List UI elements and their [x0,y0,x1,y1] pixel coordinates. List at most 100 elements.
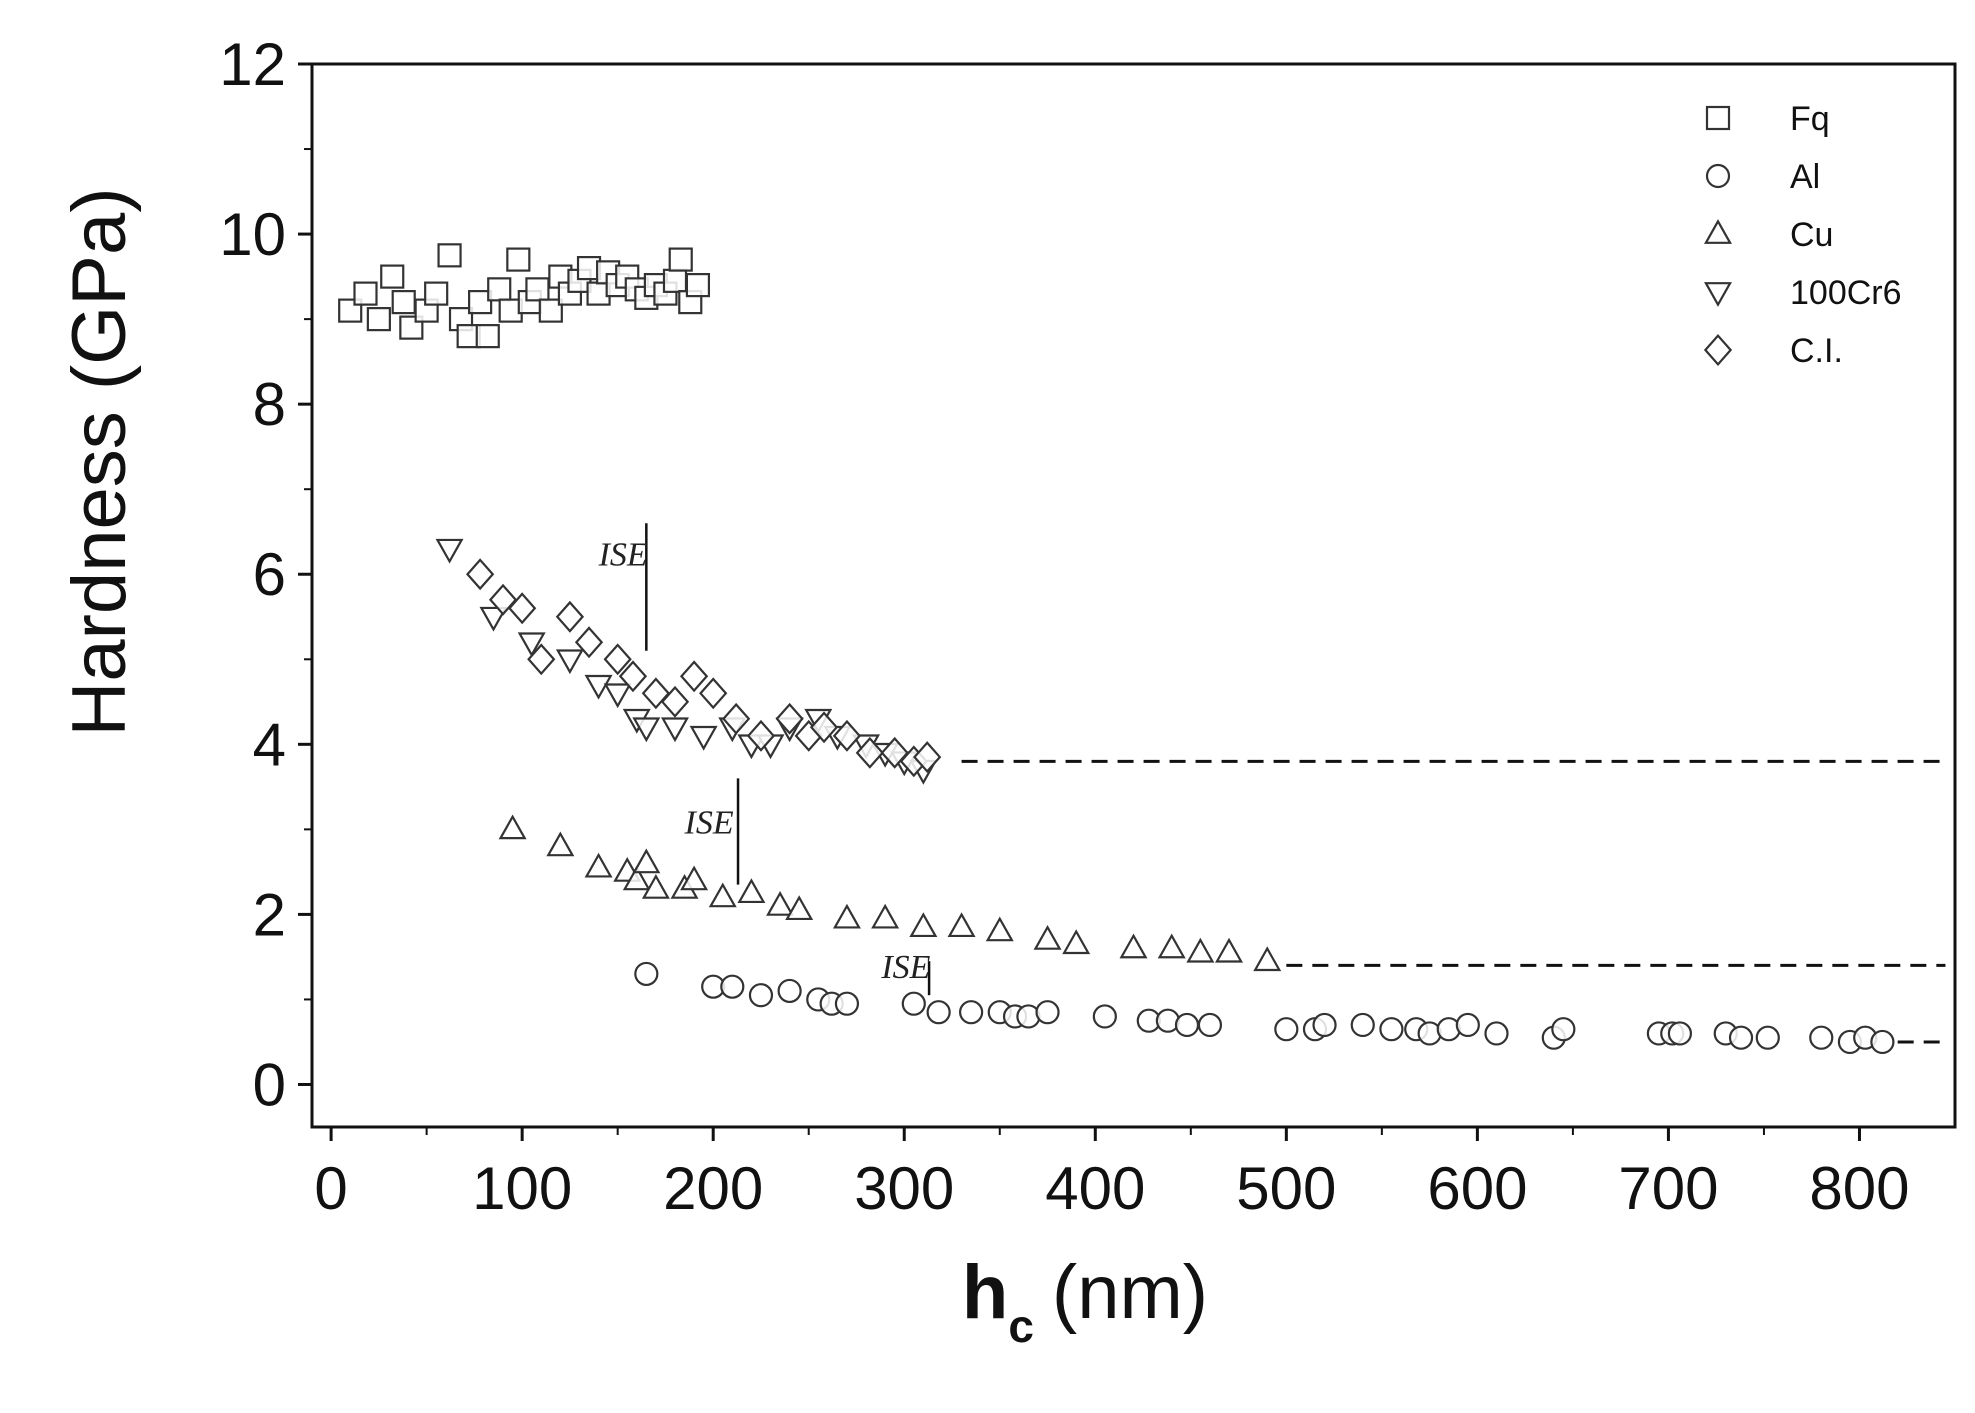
x-tick-label: 0 [314,1155,347,1222]
data-point-ci [660,685,690,718]
data-point-al [1035,1000,1060,1025]
data-point-fq [437,243,462,268]
data-point-fq [380,264,405,289]
data-point-al [901,991,926,1016]
axis-ticks: 0 100 200 300 400 500 600 700 800 0 2 4 6 8 10 12 [219,31,1909,1222]
data-point-fq [424,281,449,306]
data-point-al [1755,1025,1780,1050]
x-tick-label: 800 [1809,1155,1909,1222]
data-point-ci [913,741,942,774]
data-point-fq [487,277,512,302]
y-tick-label: 8 [253,371,286,438]
y-tick-label: 10 [219,201,286,268]
data-point-fq [685,273,711,298]
data-point-cu [832,903,861,929]
data-point-fq [366,307,391,332]
legend: Fq Al Cu 100Cr6 C.I. [1703,100,1902,370]
data-point-al [1092,1004,1117,1029]
data-point-cu [708,882,737,908]
annotations: ISE ISE ISE [598,523,931,996]
data-point-al [748,983,774,1008]
data-point-cu [546,831,575,857]
data-point-fq [475,324,500,349]
data-point-al [834,991,860,1016]
data-point-al [1667,1021,1692,1046]
data-point-al [1379,1017,1404,1042]
x-tick-label: 200 [663,1155,763,1222]
data-point-al [1551,1017,1576,1042]
data-point-100cr6 [603,683,632,709]
data-point-100cr6 [584,674,613,700]
legend-marker [1704,282,1732,307]
data-point-ci [809,711,839,744]
data-point-cu [498,814,527,840]
x-tick-label: 100 [472,1155,572,1222]
legend-marker [1704,219,1732,244]
data-point-cu [1186,937,1215,963]
legend-marker [1705,163,1731,189]
data-point-cu [641,873,670,899]
data-point-cu [985,916,1014,942]
data-point-al [1455,1012,1480,1038]
data-point-fq [525,277,550,302]
x-tick-label: 300 [854,1155,954,1222]
data-point-fq [353,281,378,306]
y-tick-label: 0 [253,1051,286,1118]
data-point-cu [766,891,795,916]
data-point-fq [468,290,493,315]
data-point-100cr6 [632,717,661,743]
data-point-cu [632,848,661,874]
data-point-fq [391,290,416,315]
data-point-100cr6 [517,632,546,658]
plot-frame [310,62,1957,1129]
data-point-al [777,978,802,1004]
x-axis-label-subscript: c [1008,1300,1034,1352]
data-point-al [720,974,745,999]
data-point-al [1809,1025,1834,1050]
y-tick-label: 4 [253,711,286,778]
data-point-cu [1215,937,1244,963]
data-point-100cr6 [555,649,584,675]
legend-label: Al [1790,158,1820,196]
data-point-al [634,961,659,987]
data-point-ci [603,643,632,676]
data-point-al [1274,1017,1299,1042]
data-point-al [959,1000,984,1025]
data-point-ci [574,626,604,659]
legend-label: C.I. [1790,332,1843,370]
data-point-ci [466,558,495,591]
data-point-cu [1253,946,1282,972]
reference-lines [961,759,1946,1044]
data-point-fq [538,298,563,323]
data-point-ci [508,592,537,625]
data-point-al [1197,1012,1223,1038]
data-point-ci [699,677,728,710]
x-axis-label-unit: (nm) [1052,1250,1208,1335]
legend-marker [1703,334,1733,366]
data-point-al [1728,1025,1754,1050]
data-point-fq [668,247,693,272]
data-point-al [926,1000,951,1025]
data-point-ci [618,660,648,693]
data-point-ci [555,600,585,633]
data-point-ci [722,702,751,735]
legend-label: 100Cr6 [1790,274,1902,312]
data-point-cu [584,852,613,878]
legend-label: Fq [1790,100,1830,138]
data-point-al [1870,1029,1895,1055]
data-point-cu [871,903,900,929]
data-point-al [1350,1012,1375,1038]
ise-annotation: ISE [598,537,648,574]
y-tick-label: 12 [219,31,286,98]
x-tick-label: 400 [1045,1155,1145,1222]
ise-annotation: ISE [880,949,930,986]
data-point-100cr6 [689,725,718,751]
data-point-al [1312,1012,1337,1038]
data-point-al [1174,1012,1200,1038]
data-point-ci [775,702,804,735]
data-point-cu [1033,925,1062,950]
data-point-cu [947,912,976,938]
data-point-100cr6 [435,538,464,564]
plot-border [310,62,1957,1129]
